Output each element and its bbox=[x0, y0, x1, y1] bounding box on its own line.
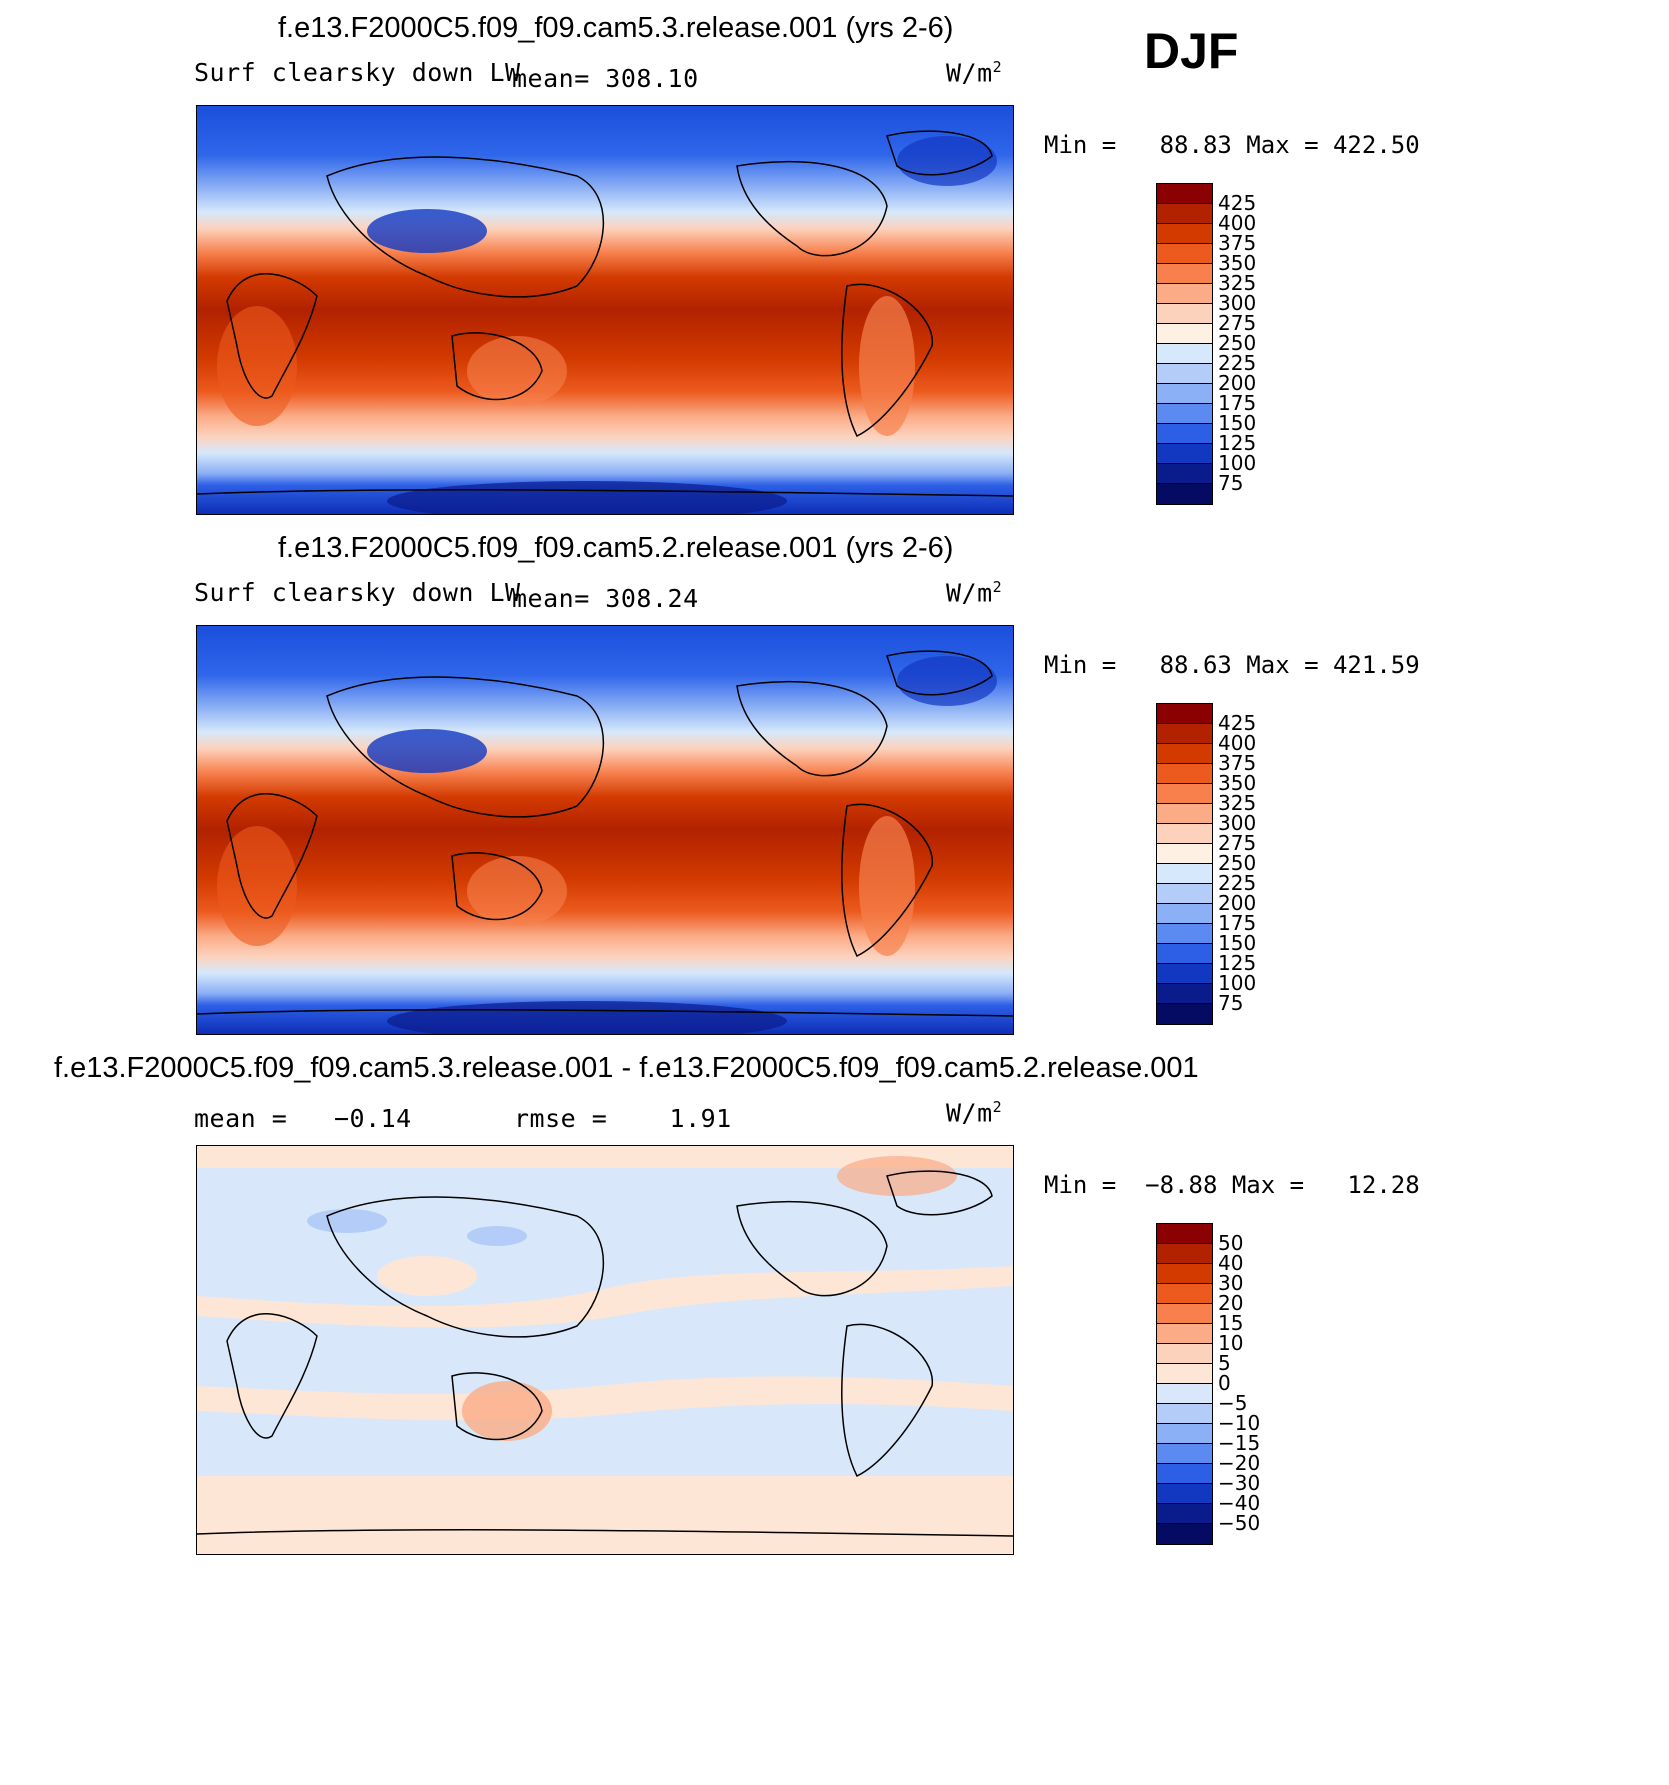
colorbar-tick-label: 175 bbox=[1218, 911, 1257, 935]
colorbar-tick-label: 0 bbox=[1218, 1371, 1231, 1395]
colorbar-tick-label: 50 bbox=[1218, 1231, 1244, 1255]
colorbar-tick-label: 150 bbox=[1218, 411, 1257, 435]
panel-2-units: W/m2 bbox=[946, 578, 1003, 608]
panel-3-minmax: Min = −8.88 Max = 12.28 bbox=[1044, 1171, 1420, 1199]
panel-2-map-svg bbox=[197, 626, 1013, 1034]
colorbar-tick-label: 175 bbox=[1218, 391, 1257, 415]
colorbar-tick-label: 400 bbox=[1218, 211, 1257, 235]
colorbar-tick-label: 100 bbox=[1218, 971, 1257, 995]
colorbar-tick-label: 275 bbox=[1218, 831, 1257, 855]
panel-1-map-svg bbox=[197, 106, 1013, 514]
colorbar-tick-label: 325 bbox=[1218, 271, 1257, 295]
colorbar-tick-label: 75 bbox=[1218, 471, 1244, 495]
panel-1-map bbox=[196, 105, 1014, 515]
colorbar-tick-label: 250 bbox=[1218, 851, 1257, 875]
colorbar-tick-label: −10 bbox=[1218, 1411, 1261, 1435]
panel-2-minmax: Min = 88.63 Max = 421.59 bbox=[1044, 651, 1420, 679]
colorbar-tick-label: −15 bbox=[1218, 1431, 1261, 1455]
colorbar-tick-label: 200 bbox=[1218, 891, 1257, 915]
panel-3-map-svg bbox=[197, 1146, 1013, 1554]
colorbar-tick-label: 375 bbox=[1218, 751, 1257, 775]
colorbar-tick-label: 75 bbox=[1218, 991, 1244, 1015]
colorbar-tick-label: −20 bbox=[1218, 1451, 1261, 1475]
colorbar-tick-label: 15 bbox=[1218, 1311, 1244, 1335]
colorbar-tick-label: 5 bbox=[1218, 1351, 1231, 1375]
panel-2-mean: mean= 308.24 bbox=[512, 584, 699, 613]
colorbar-tick-label: 100 bbox=[1218, 451, 1257, 475]
colorbar-tick-label: 10 bbox=[1218, 1331, 1244, 1355]
panel-3-map bbox=[196, 1145, 1014, 1555]
panel-2-colorbar bbox=[1156, 703, 1213, 1025]
colorbar-tick-label: 425 bbox=[1218, 711, 1257, 735]
panel-2-map bbox=[196, 625, 1014, 1035]
panel-1-colorbar bbox=[1156, 183, 1213, 505]
colorbar-tick-label: −30 bbox=[1218, 1471, 1261, 1495]
panel-3-title: f.e13.F2000C5.f09_f09.cam5.3.release.001… bbox=[54, 1052, 1199, 1084]
colorbar-tick-label: 275 bbox=[1218, 311, 1257, 335]
panel-1-variable: Surf clearsky down LW bbox=[194, 58, 521, 87]
colorbar-tick-label: 30 bbox=[1218, 1271, 1244, 1295]
colorbar-tick-label: −50 bbox=[1218, 1511, 1261, 1535]
colorbar-tick-label: 350 bbox=[1218, 771, 1257, 795]
colorbar-tick-label: 225 bbox=[1218, 871, 1257, 895]
colorbar-tick-label: 40 bbox=[1218, 1251, 1244, 1275]
colorbar-tick-label: 20 bbox=[1218, 1291, 1244, 1315]
colorbar-tick-label: 125 bbox=[1218, 431, 1257, 455]
colorbar-tick-label: 125 bbox=[1218, 951, 1257, 975]
panel-2-variable: Surf clearsky down LW bbox=[194, 578, 521, 607]
panel-1-minmax: Min = 88.83 Max = 422.50 bbox=[1044, 131, 1420, 159]
colorbar-tick-label: 250 bbox=[1218, 331, 1257, 355]
colorbar-tick-label: 200 bbox=[1218, 371, 1257, 395]
panel-1-units: W/m2 bbox=[946, 58, 1003, 88]
colorbar-tick-label: 150 bbox=[1218, 931, 1257, 955]
season-label: DJF bbox=[1144, 23, 1239, 79]
colorbar-tick-label: 300 bbox=[1218, 811, 1257, 835]
colorbar-tick-label: −5 bbox=[1218, 1391, 1248, 1415]
panel-3-colorbar bbox=[1156, 1223, 1213, 1545]
panel-3-rmse: rmse = 1.91 bbox=[514, 1104, 732, 1133]
panel-3-units: W/m2 bbox=[946, 1098, 1003, 1128]
colorbar-tick-label: 325 bbox=[1218, 791, 1257, 815]
colorbar-tick-label: 300 bbox=[1218, 291, 1257, 315]
colorbar-tick-label: −40 bbox=[1218, 1491, 1261, 1515]
colorbar-tick-label: 225 bbox=[1218, 351, 1257, 375]
colorbar-tick-label: 350 bbox=[1218, 251, 1257, 275]
colorbar-tick-label: 425 bbox=[1218, 191, 1257, 215]
panel-1-title: f.e13.F2000C5.f09_f09.cam5.3.release.001… bbox=[278, 12, 954, 44]
colorbar-tick-label: 375 bbox=[1218, 231, 1257, 255]
panel-1-mean: mean= 308.10 bbox=[512, 64, 699, 93]
panel-2-title: f.e13.F2000C5.f09_f09.cam5.2.release.001… bbox=[278, 532, 954, 564]
panel-3-mean: mean = −0.14 bbox=[194, 1104, 412, 1133]
colorbar-tick-label: 400 bbox=[1218, 731, 1257, 755]
